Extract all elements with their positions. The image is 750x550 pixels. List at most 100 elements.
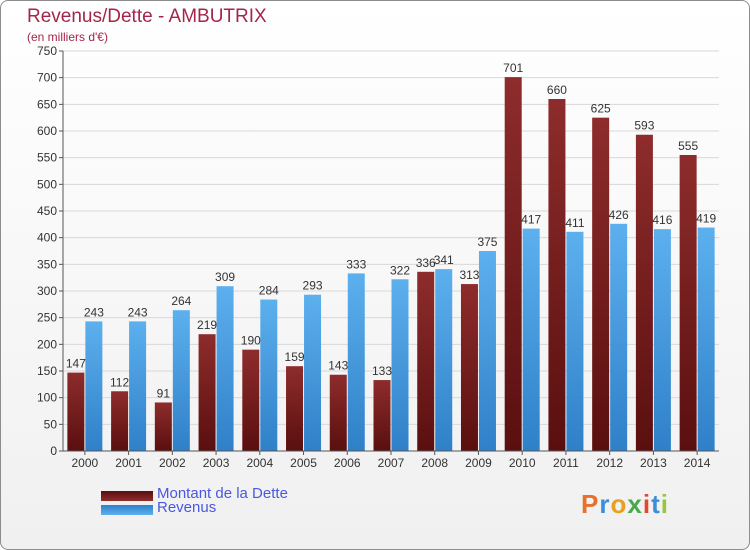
bar-revenus bbox=[216, 286, 234, 451]
logo-letter: t bbox=[651, 489, 661, 519]
x-tick-label: 2008 bbox=[421, 456, 448, 470]
data-label: 91 bbox=[157, 386, 171, 400]
data-label: 419 bbox=[696, 212, 716, 226]
data-label: 625 bbox=[591, 102, 611, 116]
data-label: 660 bbox=[547, 83, 567, 97]
y-tick-label: 750 bbox=[37, 44, 57, 58]
x-tick-label: 2006 bbox=[334, 456, 361, 470]
bar-debt bbox=[592, 117, 610, 452]
y-tick-label: 550 bbox=[37, 151, 57, 165]
data-label: 313 bbox=[459, 268, 479, 282]
bar-debt bbox=[548, 99, 566, 451]
y-tick-label: 50 bbox=[44, 417, 58, 431]
data-label: 133 bbox=[372, 364, 392, 378]
x-tick-label: 2001 bbox=[115, 456, 142, 470]
bar-debt bbox=[329, 374, 347, 451]
y-tick-label: 350 bbox=[37, 257, 57, 271]
data-label: 375 bbox=[477, 235, 497, 249]
legend-swatch-debt bbox=[101, 491, 153, 501]
y-tick-label: 100 bbox=[37, 391, 57, 405]
bar-revenus bbox=[522, 228, 540, 451]
y-tick-label: 450 bbox=[37, 204, 57, 218]
data-label: 322 bbox=[390, 263, 410, 277]
logo-letter: o bbox=[610, 489, 628, 519]
y-tick-label: 400 bbox=[37, 231, 57, 245]
y-tick-label: 300 bbox=[37, 284, 57, 298]
bar-debt bbox=[417, 271, 435, 451]
data-label: 336 bbox=[416, 256, 436, 270]
bar-revenus bbox=[129, 321, 147, 451]
bar-revenus bbox=[304, 294, 322, 451]
y-tick-label: 250 bbox=[37, 311, 57, 325]
chart-title: Revenus/Dette - AMBUTRIX bbox=[27, 6, 267, 27]
y-tick-label: 600 bbox=[37, 124, 57, 138]
data-label: 701 bbox=[503, 61, 523, 75]
data-label: 593 bbox=[634, 119, 654, 133]
bar-debt bbox=[460, 284, 478, 451]
x-tick-label: 2013 bbox=[640, 456, 667, 470]
legend-label-debt: Montant de la Dette bbox=[157, 485, 288, 502]
bar-revenus bbox=[347, 273, 365, 451]
data-label: 426 bbox=[609, 208, 629, 222]
data-label: 243 bbox=[84, 305, 104, 319]
x-tick-label: 2005 bbox=[290, 456, 317, 470]
data-label: 309 bbox=[215, 270, 235, 284]
logo-letter: x bbox=[627, 489, 643, 519]
x-tick-label: 2010 bbox=[509, 456, 536, 470]
x-tick-label: 2011 bbox=[553, 456, 579, 470]
data-label: 112 bbox=[110, 375, 129, 389]
x-tick-label: 2014 bbox=[684, 456, 711, 470]
y-tick-label: 700 bbox=[37, 71, 57, 85]
x-tick-label: 2007 bbox=[378, 456, 405, 470]
x-tick-label: 2004 bbox=[246, 456, 273, 470]
y-tick-label: 150 bbox=[37, 364, 57, 378]
y-tick-label: 0 bbox=[50, 444, 57, 458]
bar-debt bbox=[286, 366, 304, 451]
y-tick-label: 500 bbox=[37, 177, 57, 191]
bar-revenus bbox=[172, 310, 190, 451]
bar-debt bbox=[111, 391, 129, 451]
logo-letter: P bbox=[581, 489, 600, 519]
logo-letter: i bbox=[642, 489, 652, 519]
data-label: 341 bbox=[434, 253, 454, 267]
bar-revenus bbox=[566, 231, 584, 451]
bar-revenus bbox=[697, 227, 715, 451]
bar-debt bbox=[154, 402, 172, 451]
y-tick-label: 650 bbox=[37, 97, 57, 111]
bar-debt bbox=[373, 380, 391, 451]
logo-letter: r bbox=[599, 489, 611, 519]
x-tick-label: 2012 bbox=[596, 456, 623, 470]
data-label: 555 bbox=[678, 139, 698, 153]
x-tick-label: 2000 bbox=[72, 456, 99, 470]
bar-debt bbox=[635, 134, 653, 451]
bar-debt bbox=[198, 334, 216, 451]
data-label: 190 bbox=[241, 334, 261, 348]
data-label: 416 bbox=[652, 213, 672, 227]
bar-revenus bbox=[391, 279, 409, 451]
data-label: 417 bbox=[521, 213, 541, 227]
data-label: 159 bbox=[285, 350, 305, 364]
legend-swatch-revenus bbox=[101, 505, 153, 515]
bar-revenus bbox=[653, 229, 671, 451]
bar-debt bbox=[504, 77, 522, 451]
x-tick-label: 2002 bbox=[159, 456, 186, 470]
data-label: 219 bbox=[197, 318, 217, 332]
y-tick-label: 200 bbox=[37, 337, 57, 351]
bar-revenus bbox=[478, 251, 496, 451]
data-label: 143 bbox=[328, 359, 348, 373]
x-tick-label: 2003 bbox=[203, 456, 230, 470]
chart-subtitle: (en milliers d'€) bbox=[27, 30, 108, 44]
data-label: 284 bbox=[259, 284, 279, 298]
bar-revenus bbox=[260, 299, 278, 451]
bar-debt bbox=[67, 372, 85, 451]
legend-label-revenus: Revenus bbox=[157, 499, 217, 516]
data-label: 243 bbox=[128, 305, 148, 319]
proxiti-logo: Proxiti bbox=[581, 489, 669, 520]
x-tick-label: 2009 bbox=[465, 456, 492, 470]
bar-revenus bbox=[85, 321, 103, 451]
bar-debt bbox=[242, 349, 260, 451]
data-label: 264 bbox=[171, 294, 191, 308]
data-label: 293 bbox=[303, 279, 323, 293]
